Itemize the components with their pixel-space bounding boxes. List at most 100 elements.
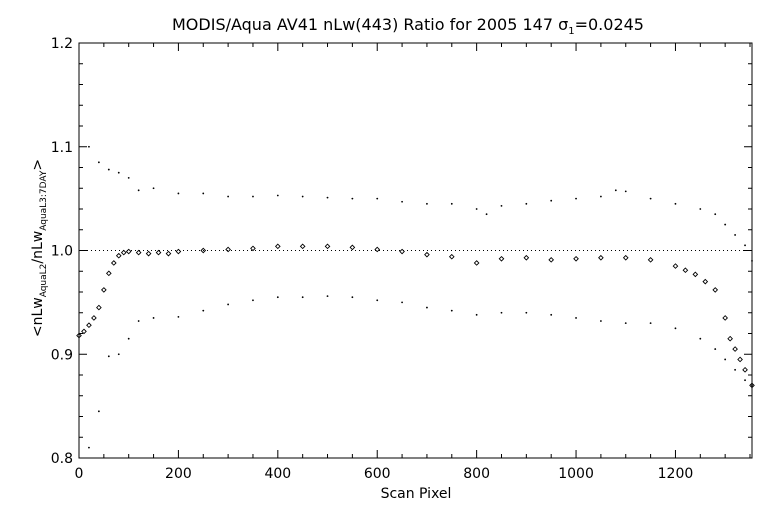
- data-point-ratio: [76, 332, 82, 339]
- y-tick-label: 1.0: [51, 244, 73, 260]
- svg-text:<nLwAquaL2/nLwAquaL3:7DAY>: <nLwAquaL2/nLwAquaL3:7DAY>: [30, 159, 49, 337]
- data-point-ratio: [155, 249, 162, 256]
- data-point-ratio: [473, 260, 480, 266]
- data-point-upper-bound: [550, 199, 553, 202]
- plot-area: 0 200 400 600 800 1000 1200 0.8 0.9 1.0 1.1 1.2: [51, 36, 755, 482]
- data-point-lower-bound: [301, 296, 304, 299]
- data-point-lower-bound: [351, 296, 354, 299]
- data-point-upper-bound: [401, 200, 403, 203]
- data-point-lower-bound: [674, 327, 677, 330]
- data-point-ratio: [548, 257, 555, 263]
- y-tick-label: 0.8: [51, 451, 73, 467]
- data-point-lower-bound: [137, 320, 140, 322]
- x-tick-label: 800: [463, 466, 490, 482]
- data-point-upper-bound: [751, 259, 753, 262]
- data-point-lower-bound: [152, 317, 155, 319]
- data-point-lower-bound: [724, 358, 727, 361]
- data-point-ratio: [324, 243, 331, 250]
- data-point-lower-bound: [107, 355, 110, 358]
- data-point-upper-bound: [485, 213, 488, 216]
- data-point-ratio: [120, 249, 127, 256]
- data-point-lower-bound: [127, 337, 130, 340]
- ylabel-open: <nLw: [30, 297, 46, 337]
- data-point-ratio: [165, 250, 172, 257]
- data-point-upper-bound: [500, 204, 503, 207]
- data-point-upper-bound: [202, 192, 205, 195]
- title-sigma-sub: 1: [568, 26, 574, 37]
- data-point-lower-bound: [525, 311, 528, 314]
- data-point-upper-bound: [376, 197, 379, 200]
- data-point-upper-bound: [177, 192, 180, 195]
- data-point-upper-bound: [107, 168, 110, 171]
- ylabel-sub1: AquaL2: [39, 264, 49, 298]
- data-point-lower-bound: [575, 317, 577, 319]
- data-point-upper-bound: [699, 208, 702, 210]
- data-point-upper-bound: [599, 195, 602, 198]
- data-point-ratio: [672, 263, 679, 269]
- data-point-ratio: [702, 278, 709, 285]
- data-point-lower-bound: [624, 322, 627, 325]
- data-point-upper-bound: [127, 176, 130, 179]
- data-point-upper-bound: [326, 196, 329, 199]
- data-point-lower-bound: [475, 313, 478, 316]
- data-point-lower-bound: [401, 301, 403, 304]
- data-point-lower-bound: [550, 313, 553, 316]
- data-point-lower-bound: [202, 309, 205, 312]
- data-point-ratio: [727, 335, 733, 342]
- data-point-lower-bound: [88, 446, 90, 449]
- data-point-ratio: [722, 315, 728, 321]
- data-point-lower-bound: [252, 299, 254, 302]
- data-point-lower-bound: [227, 303, 230, 306]
- data-point-upper-bound: [649, 197, 652, 200]
- ylabel-mid: /nLw: [30, 231, 46, 264]
- y-tick-label: 0.9: [51, 347, 73, 363]
- data-point-ratio: [105, 270, 112, 277]
- data-point-ratio: [523, 254, 530, 261]
- data-point-upper-bound: [152, 187, 155, 190]
- ylabel-close: >: [30, 159, 46, 171]
- data-point-ratio: [712, 287, 719, 293]
- data-point-upper-bound: [137, 189, 140, 192]
- data-point-ratio: [96, 304, 102, 311]
- data-point-ratio: [110, 260, 117, 266]
- data-point-lower-bound: [326, 295, 329, 298]
- svg-text:MODIS/Aqua AV41 nLw(443) Ratio: MODIS/Aqua AV41 nLw(443) Ratio for 2005 …: [172, 15, 644, 37]
- data-point-upper-bound: [450, 202, 453, 205]
- x-tick-label: 1000: [558, 466, 594, 482]
- data-point-ratio: [81, 328, 87, 335]
- data-point-ratio: [175, 248, 182, 255]
- data-point-lower-bound: [599, 320, 602, 322]
- data-point-ratio: [200, 247, 207, 254]
- data-point-upper-bound: [351, 197, 354, 200]
- chart-title: MODIS/Aqua AV41 nLw(443) Ratio for 2005 …: [172, 15, 644, 37]
- data-point-ratio: [250, 245, 256, 252]
- data-point-ratio: [749, 382, 755, 389]
- data-point-ratio: [622, 254, 629, 261]
- data-point-ratio: [145, 250, 152, 257]
- data-point-ratio: [225, 246, 231, 253]
- title-suffix: =0.0245: [575, 15, 644, 34]
- data-point-upper-bound: [614, 189, 617, 192]
- x-tick-label: 200: [165, 466, 192, 482]
- x-tick-label: 400: [264, 466, 291, 482]
- data-point-ratio: [299, 243, 306, 250]
- data-point-upper-bound: [117, 171, 120, 174]
- data-point-ratio: [91, 315, 97, 321]
- data-point-upper-bound: [88, 145, 90, 148]
- data-point-upper-bound: [674, 202, 677, 205]
- data-point-ratio: [448, 253, 455, 260]
- data-point-lower-bound: [699, 337, 702, 340]
- x-tick-label: 600: [364, 466, 391, 482]
- title-prefix: MODIS/Aqua AV41 nLw(443) Ratio for 2005 …: [172, 15, 558, 34]
- data-point-ratio: [732, 346, 738, 352]
- data-point-upper-bound: [227, 195, 230, 198]
- data-point-lower-bound: [734, 368, 737, 371]
- data-point-ratio: [86, 322, 92, 329]
- data-point-lower-bound: [376, 299, 379, 302]
- data-point-ratio: [125, 248, 132, 255]
- data-point-upper-bound: [624, 190, 627, 193]
- x-tick-label: 1200: [658, 466, 694, 482]
- data-point-ratio: [598, 254, 604, 261]
